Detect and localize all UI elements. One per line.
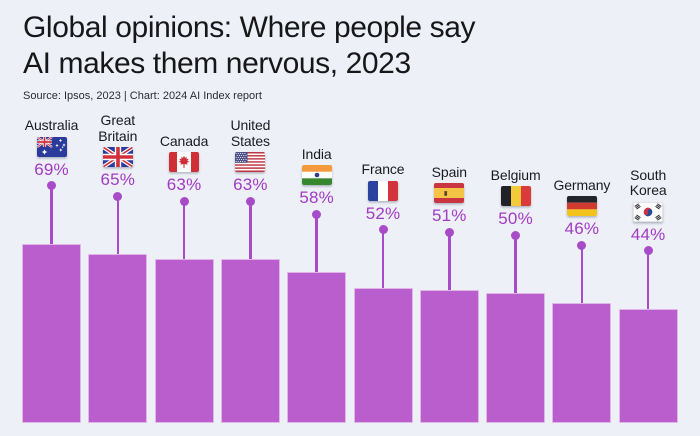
country-label-great-britain: Great Britain (98, 112, 138, 144)
bar-spain (419, 290, 479, 423)
stem-line-france (381, 229, 385, 288)
stem-dot-france (378, 225, 388, 235)
canada-flag-icon (169, 152, 200, 173)
country-label-india: India (301, 145, 332, 162)
value-label-india: 58% (299, 188, 334, 208)
country-label-germany: Germany (553, 176, 611, 193)
bar-france (353, 287, 413, 423)
country-label-france: France (361, 161, 405, 178)
column-header-india: India 58% (272, 145, 362, 209)
bar-canada (154, 259, 214, 423)
value-label-south-korea: 44% (630, 224, 666, 244)
value-label-canada: 63% (166, 175, 202, 195)
bar-united-states (220, 259, 280, 423)
spain-flag-icon (434, 183, 465, 204)
south-korea-flag-icon (633, 201, 664, 222)
stem-line-great-britain (116, 196, 119, 254)
column-header-spain: Spain 51% (404, 163, 494, 227)
country-label-belgium: Belgium (490, 166, 541, 183)
column-header-australia: Australia 69% (7, 118, 97, 180)
stem-dot-south-korea (643, 246, 653, 256)
stem-dot-canada (179, 196, 189, 206)
value-label-france: 52% (365, 203, 401, 223)
column-header-france: France 52% (338, 162, 428, 224)
stem-line-united-states (249, 201, 252, 260)
value-label-great-britain: 65% (100, 170, 136, 189)
country-label-south-korea: South Korea (629, 166, 667, 199)
australia-flag-icon (36, 136, 67, 157)
stem-line-belgium (514, 235, 517, 293)
value-label-united-states: 63% (233, 175, 268, 195)
value-label-germany: 46% (564, 219, 600, 239)
stem-line-canada (182, 201, 186, 260)
value-label-belgium: 50% (498, 209, 533, 228)
stem-line-india (315, 214, 318, 273)
country-label-australia: Australia (24, 117, 79, 134)
united-states-flag-icon (235, 152, 266, 173)
column-header-belgium: Belgium 50% (471, 166, 561, 230)
column-header-canada: Canada 63% (139, 132, 229, 196)
stem-dot-germany (577, 240, 587, 250)
stem-line-australia (50, 185, 53, 244)
germany-flag-icon (566, 196, 597, 217)
country-label-canada: Canada (159, 132, 209, 149)
value-label-spain: 51% (431, 206, 467, 226)
chart-title-line2: AI makes them nervous, 2023 (23, 47, 411, 80)
stem-dot-australia (47, 181, 56, 191)
country-label-united-states: United States (230, 117, 271, 149)
bar-south-korea (618, 308, 678, 423)
belgium-flag-icon (500, 186, 531, 206)
stem-dot-india (312, 209, 322, 219)
bar-great-britain (88, 254, 148, 423)
column-header-united-states: United States 63% (205, 117, 295, 195)
stem-line-spain (448, 232, 451, 291)
column-header-germany: Germany 46% (537, 176, 627, 240)
column-header-great-britain: Great Britain 65% (73, 112, 163, 190)
country-label-spain: Spain (431, 163, 467, 180)
great-britain-flag-icon (102, 147, 133, 167)
bar-germany (552, 303, 612, 423)
column-header-south-korea: South Korea 44% (603, 166, 693, 245)
chart-source-note: Source: Ipsos, 2023 | Chart: 2024 AI Ind… (23, 90, 262, 102)
value-label-australia: 69% (34, 159, 69, 179)
stem-line-germany (580, 245, 584, 304)
stem-dot-united-states (245, 196, 255, 206)
chart-title-line1: Global opinions: Where people say (23, 11, 476, 44)
stem-dot-spain (444, 227, 454, 237)
bar-india (287, 272, 347, 423)
france-flag-icon (368, 180, 398, 201)
stem-line-south-korea (646, 250, 650, 309)
stem-dot-belgium (511, 230, 521, 240)
chart-title: Global opinions: Where people say AI mak… (23, 10, 475, 82)
bar-belgium (486, 293, 546, 423)
india-flag-icon (301, 165, 332, 186)
stem-dot-great-britain (113, 191, 123, 201)
bar-australia (22, 243, 81, 423)
